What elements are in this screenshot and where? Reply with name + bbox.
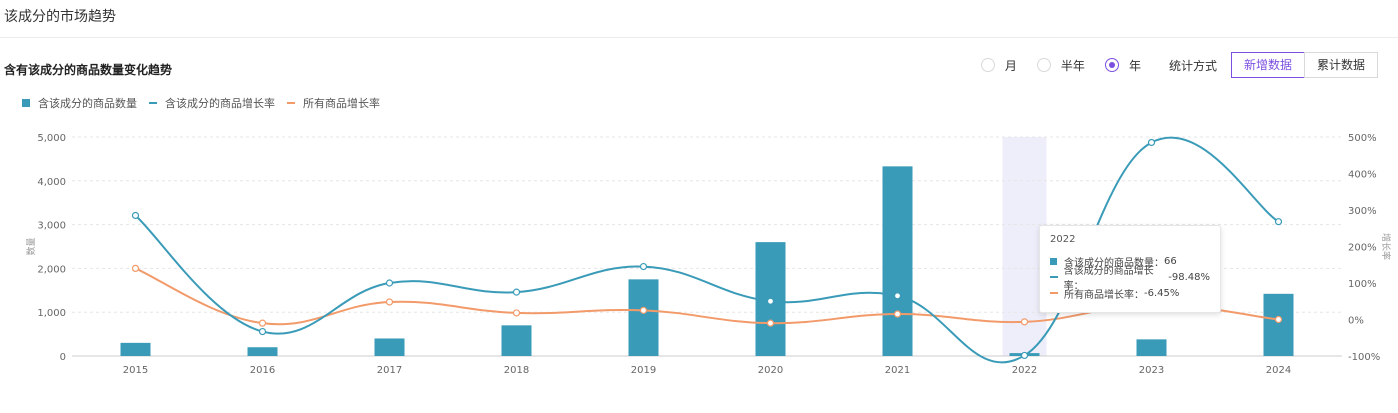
tooltip-label-count: 含该成分的商品数量：	[1064, 257, 1164, 269]
period-option-month-label: 月	[1004, 58, 1017, 73]
chart-legend: 含该成分的商品数量 含该成分的商品增长率 所有商品增长率	[22, 95, 392, 111]
x-tick-label: 2016	[250, 365, 275, 376]
period-option-halfyear-label: 半年	[1060, 58, 1085, 73]
x-tick-label: 2017	[377, 365, 402, 376]
point-ingredient-growth	[1147, 138, 1156, 147]
stat-method-label: 统计方式	[1168, 58, 1217, 73]
tooltip-title: 2022	[1050, 234, 1076, 245]
point-all-growth	[766, 319, 775, 327]
point-all-growth	[131, 264, 140, 272]
point-ingredient-growth	[1020, 351, 1029, 360]
radio-month-icon[interactable]	[980, 58, 995, 72]
tooltip-value-count: 66	[1164, 255, 1177, 267]
x-tick-label: 2023	[1139, 365, 1164, 376]
bar	[882, 166, 913, 356]
y-left-tick-label: 1,000	[37, 308, 66, 319]
page-header: 该成分的市场趋势	[0, 0, 1398, 38]
tooltip-value-ingredient-growth: -98.48%	[1168, 271, 1210, 283]
legend-label-ingredient-growth: 含该成分的商品增长率	[165, 97, 275, 110]
point-ingredient-growth	[258, 327, 267, 336]
y-right-axis-name: 增长率	[1380, 233, 1392, 260]
point-all-growth	[893, 310, 902, 318]
point-ingredient-growth	[512, 288, 521, 296]
new-data-button[interactable]: 新增数据	[1230, 52, 1305, 78]
bar	[1136, 339, 1167, 356]
point-all-growth	[639, 306, 648, 314]
point-all-growth	[1274, 315, 1283, 324]
legend-line-icon	[287, 102, 295, 104]
y-left-tick-label: 3,000	[37, 221, 66, 232]
period-option-year[interactable]: 年	[1104, 57, 1141, 74]
tooltip-line-icon	[1050, 276, 1058, 278]
y-right-tick-label: 500%	[1348, 133, 1377, 144]
legend-item-product-count[interactable]: 含该成分的商品数量	[22, 95, 137, 111]
radio-year-icon[interactable]	[1104, 58, 1119, 72]
x-tick-label: 2015	[123, 365, 148, 376]
page-title: 该成分的市场趋势	[4, 9, 116, 25]
x-tick-label: 2019	[631, 365, 656, 376]
bar	[1263, 293, 1294, 356]
legend-label-product-count: 含该成分的商品数量	[38, 97, 137, 110]
legend-line-icon	[149, 102, 157, 104]
chart-title: 含有该成分的商品数量变化趋势	[4, 63, 173, 77]
point-all-growth	[1020, 318, 1029, 326]
x-tick-label: 2021	[885, 365, 910, 376]
period-option-year-label: 年	[1128, 58, 1141, 73]
legend-item-all-growth[interactable]: 所有商品增长率	[287, 95, 380, 111]
point-all-growth	[512, 309, 521, 317]
tooltip-line-icon	[1050, 292, 1058, 294]
cumulative-data-button[interactable]: 累计数据	[1303, 52, 1378, 78]
stat-method-toggle: 新增数据 累计数据	[1230, 52, 1378, 78]
x-tick-label: 2018	[504, 365, 529, 376]
series-line-ingredient-growth	[134, 136, 1280, 364]
bar	[628, 279, 659, 356]
y-left-tick-label: 5,000	[37, 133, 66, 144]
legend-bar-icon	[22, 99, 30, 107]
point-ingredient-growth	[1274, 218, 1283, 226]
chart-controls: 月 半年 年 统计方式 新增数据 累计数据	[980, 52, 1378, 78]
tooltip-row-count: 含该成分的商品数量： 66	[1050, 253, 1210, 269]
legend-label-all-growth: 所有商品增长率	[303, 97, 380, 110]
x-tick-label: 2024	[1266, 365, 1291, 376]
x-tick-label: 2020	[758, 365, 783, 376]
point-all-growth	[258, 319, 267, 327]
point-ingredient-growth	[766, 297, 775, 305]
bar	[501, 325, 532, 356]
point-ingredient-growth	[131, 211, 140, 220]
tooltip-bar-icon	[1050, 257, 1057, 265]
tooltip-value-all-growth: -6.45%	[1144, 287, 1180, 299]
point-ingredient-growth	[639, 262, 648, 271]
period-option-halfyear[interactable]: 半年	[1036, 57, 1085, 74]
tooltip-label-all-growth: 所有商品增长率：	[1064, 289, 1144, 301]
y-right-tick-label: 0%	[1348, 316, 1364, 327]
y-left-tick-label: 0	[60, 352, 66, 363]
bar	[247, 347, 278, 356]
tooltip-row-all-growth: 所有商品增长率： -6.45%	[1050, 285, 1210, 301]
y-right-tick-label: 400%	[1348, 170, 1377, 181]
bar	[374, 338, 405, 356]
point-ingredient-growth	[893, 292, 902, 300]
y-right-tick-label: 300%	[1348, 206, 1377, 217]
chart-tooltip: 2022 含该成分的商品数量： 66 含该成分的商品增长率： -98.48% 所…	[1039, 225, 1221, 313]
y-left-axis-name: 数量	[25, 237, 37, 255]
tooltip-row-ingredient-growth: 含该成分的商品增长率： -98.48%	[1050, 266, 1210, 292]
legend-item-ingredient-growth[interactable]: 含该成分的商品增长率	[149, 95, 275, 111]
y-right-tick-label: -100%	[1348, 352, 1380, 363]
point-ingredient-growth	[385, 279, 394, 287]
tooltip-label-ingredient-growth: 含该成分的商品增长率：	[1063, 266, 1154, 292]
y-right-tick-label: 200%	[1348, 243, 1377, 254]
y-right-tick-label: 100%	[1348, 279, 1377, 290]
bar	[120, 342, 151, 356]
period-option-month[interactable]: 月	[980, 57, 1017, 74]
x-tick-label: 2022	[1012, 365, 1037, 376]
y-left-tick-label: 2,000	[37, 264, 66, 275]
point-all-growth	[385, 298, 394, 306]
y-left-tick-label: 4,000	[37, 177, 66, 188]
radio-halfyear-icon[interactable]	[1036, 58, 1051, 72]
